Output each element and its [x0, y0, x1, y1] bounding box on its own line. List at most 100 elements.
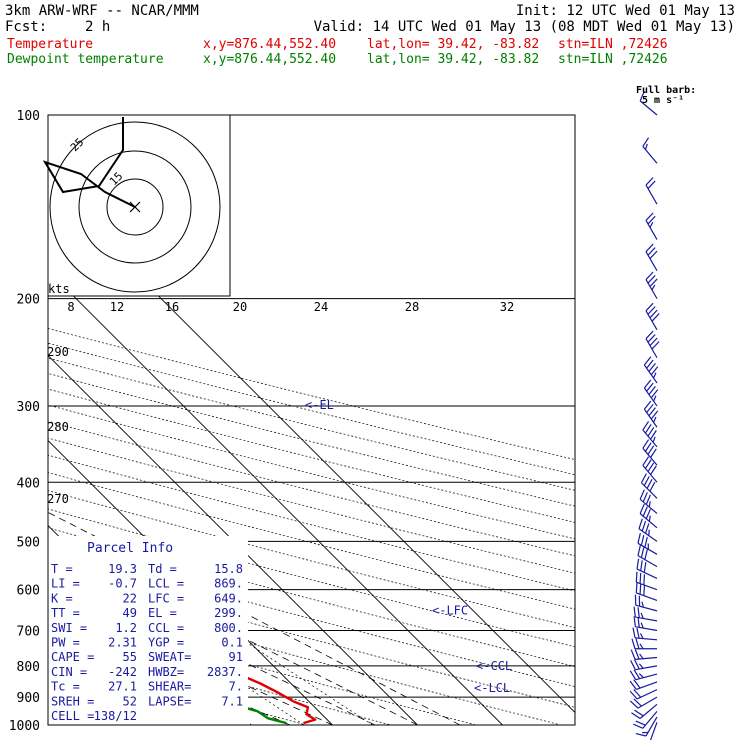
- wind-barb: [634, 594, 658, 612]
- parcel-row-label: CAPE =: [51, 650, 94, 664]
- parcel-row-label-2: EL =: [148, 606, 177, 620]
- wind-barb-flag: [633, 669, 641, 680]
- parcel-row-value: 55: [123, 650, 137, 664]
- parcel-row-value-2: 7.: [229, 680, 243, 694]
- wind-barb: [638, 518, 658, 542]
- wind-barb-flag: [649, 309, 658, 319]
- parcel-row-label-2: LAPSE=: [148, 694, 191, 708]
- wind-barb: [633, 616, 658, 632]
- mixing-ratio-label-top: 12: [110, 300, 124, 314]
- wind-barb-flag: [644, 523, 650, 534]
- wind-barb-flag: [642, 506, 648, 517]
- wind-barb-staff: [639, 703, 658, 719]
- wind-barb-flag: [644, 549, 648, 560]
- temperature-legend-label: Temperature: [7, 37, 93, 52]
- wind-barb-staff: [645, 279, 658, 299]
- marker-ccl: <-CCL: [476, 659, 512, 673]
- wind-barb-flag: [648, 407, 656, 417]
- wind-barb-flag: [629, 690, 638, 700]
- wind-barb-flag: [634, 659, 640, 670]
- parcel-row-value-2: 15.8: [214, 562, 243, 576]
- wind-barb-flag: [639, 91, 645, 102]
- wind-barb-flag: [651, 313, 660, 322]
- wind-barb-flag: [647, 247, 656, 256]
- wind-barb-flag: [642, 420, 650, 431]
- parcel-row-label: T =: [51, 562, 73, 576]
- pressure-label-900: 900: [17, 691, 40, 706]
- wind-barb-flag: [647, 275, 656, 284]
- parcel-row-label-2: HWBZ=: [148, 665, 184, 679]
- wind-barb-flag: [637, 545, 641, 556]
- marker-el: <-EL: [305, 398, 334, 412]
- parcel-info-title: Parcel Info: [87, 541, 173, 556]
- wind-barb: [637, 532, 658, 555]
- wind-barb-flag: [643, 400, 652, 410]
- hodograph-ring: [49, 121, 221, 293]
- wind-barb-flag: [633, 616, 636, 627]
- wind-barb-flag: [648, 515, 651, 522]
- wind-barb-staff: [635, 637, 658, 641]
- forecast-hour: 2 h: [85, 19, 110, 35]
- wind-barb: [645, 330, 660, 359]
- parcel-row-label: SREH =: [51, 694, 94, 708]
- mixing-ratio-label-top: 8: [67, 300, 74, 314]
- header-row-dewpoint: Dewpoint temperature x,y=876.44,552.40 l…: [7, 52, 668, 67]
- theta-label-left: 270: [47, 492, 69, 506]
- wind-barb: [633, 606, 658, 622]
- hodograph-trace: [42, 117, 136, 208]
- wind-barb-flag: [643, 356, 652, 366]
- wind-barb: [629, 679, 658, 691]
- hodograph-units-label: kts: [48, 282, 70, 296]
- wind-barb-flag: [645, 494, 651, 505]
- wind-barb-flag: [633, 723, 644, 729]
- wind-barb-flag: [649, 278, 658, 287]
- wind-barb: [640, 473, 658, 499]
- wind-barb-staff: [649, 722, 658, 740]
- wind-barb-staff: [637, 555, 658, 568]
- parcel-row-value-2: 869.: [214, 577, 243, 591]
- wind-barb-flag: [647, 306, 656, 315]
- mixing-ratio-label-top: 28: [405, 300, 419, 314]
- theta-label-left: 290: [47, 345, 69, 359]
- wind-barb-flag: [639, 583, 642, 595]
- wind-barb-flag: [629, 680, 637, 690]
- wind-barb-flag: [630, 649, 636, 660]
- wind-barb-flag: [634, 709, 644, 717]
- wind-barb: [649, 722, 658, 740]
- dry-adiabat-line: [48, 454, 575, 592]
- wind-barb: [643, 379, 659, 407]
- pressure-label-300: 300: [17, 400, 40, 415]
- wind-barb-staff: [645, 184, 658, 205]
- wind-barb-flag: [647, 427, 655, 437]
- parcel-row-value-2: 649.: [214, 591, 243, 605]
- wind-barb-flag: [642, 439, 650, 449]
- wind-barb-flag: [639, 643, 644, 650]
- dry-adiabat-line: [0, 115, 9, 738]
- wind-barb-flag: [645, 330, 654, 340]
- wind-barb-flag: [638, 518, 643, 529]
- wind-barb-flag: [629, 700, 639, 709]
- pressure-label-100: 100: [17, 109, 40, 124]
- wind-barb-flag: [647, 180, 656, 189]
- hodograph-ring: [78, 150, 192, 264]
- wind-barb-flag: [647, 215, 656, 225]
- wind-barb-staff: [645, 220, 658, 240]
- wind-barb-flag: [641, 520, 647, 532]
- parcel-row-value: 52: [123, 694, 137, 708]
- barb-legend-value: 5 m s⁻¹: [642, 95, 684, 106]
- wind-barbs: [629, 91, 660, 740]
- parcel-row-label-2: YGP =: [148, 636, 184, 650]
- parcel-info-panel: Parcel Info T = 19.3 Td = 15.8 LI = -0.7 LCL =…: [48, 536, 248, 725]
- wind-barb: [639, 91, 658, 116]
- wind-barb: [645, 212, 658, 240]
- wind-barb-flag: [630, 660, 636, 670]
- wind-barb-flag: [645, 212, 654, 221]
- parcel-row-value: 22: [123, 591, 137, 605]
- wind-barb-flag: [644, 424, 652, 434]
- temperature-xy: x,y=876.44,552.40: [203, 37, 336, 52]
- parcel-row-value-2: 299.: [214, 606, 243, 620]
- wind-barb-flag: [639, 503, 645, 514]
- wind-barb-flag: [633, 679, 641, 689]
- wind-barb-staff: [642, 146, 658, 164]
